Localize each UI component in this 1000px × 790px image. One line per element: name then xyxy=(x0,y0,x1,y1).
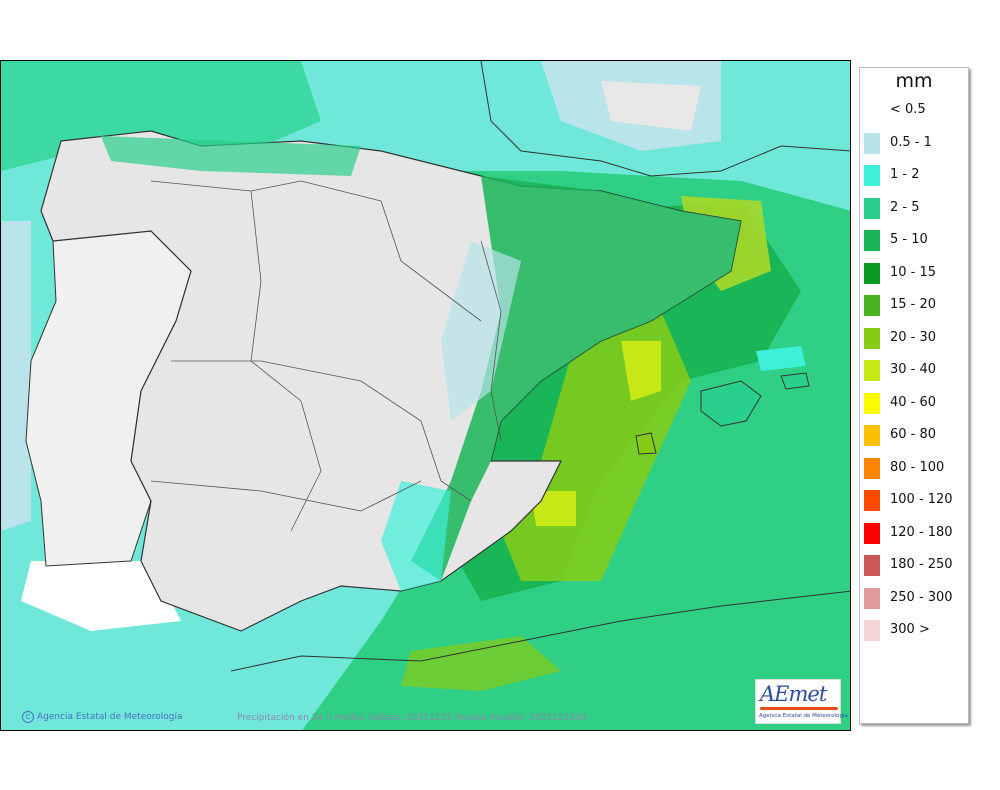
legend-swatch xyxy=(864,327,880,349)
legend-label: 1 - 2 xyxy=(890,167,920,182)
legend-label: 30 - 40 xyxy=(890,362,937,377)
france-land xyxy=(601,81,701,131)
ibiza xyxy=(635,432,657,455)
legend-row: 20 - 30 xyxy=(864,327,968,349)
legend-label: 60 - 80 xyxy=(890,427,937,442)
legend-label: 120 - 180 xyxy=(890,524,953,540)
legend-label: 40 - 60 xyxy=(890,394,937,410)
france-coast xyxy=(480,61,850,177)
mallorca-north-field xyxy=(756,346,806,371)
legend-label: 10 - 15 xyxy=(890,264,937,280)
map-canvas xyxy=(1,61,850,730)
cadiz-dry-field xyxy=(21,561,181,631)
legend-label: 180 - 250 xyxy=(890,557,953,572)
legend-row: 2 - 5 xyxy=(864,197,968,219)
precipitation-legend: mm < 0.5 0.5 - 1 1 - 2 2 - 5 5 - 10 10 - 15 15… xyxy=(859,67,969,724)
legend-row: < 0.5 xyxy=(864,99,968,121)
mallorca xyxy=(700,380,762,427)
legend-row: 100 - 120 xyxy=(864,489,968,511)
legend-swatch xyxy=(864,555,880,576)
region-borders xyxy=(150,180,502,532)
cantabrian-rain xyxy=(101,136,361,176)
legend-swatch xyxy=(864,132,880,154)
alboran-field xyxy=(401,636,561,691)
legend-unit: mm xyxy=(895,70,933,92)
logo-swoosh xyxy=(760,707,838,710)
logo-subtitle: Agencia Estatal de Meteorología xyxy=(759,713,848,719)
legend-swatch xyxy=(864,522,880,544)
valencia-peak xyxy=(621,341,661,401)
legend-row: 120 - 180 xyxy=(864,522,968,544)
legend-label: < 0.5 xyxy=(890,102,926,117)
menorca xyxy=(780,372,810,390)
legend-swatch xyxy=(864,425,880,446)
legend-label: 2 - 5 xyxy=(890,199,920,215)
legend-swatch xyxy=(864,262,880,284)
legend-row: 5 - 10 xyxy=(864,229,968,251)
aemet-logo: AEmet Agencia Estatal de Meteorología xyxy=(755,679,848,724)
legend-row: 250 - 300 xyxy=(864,587,968,609)
precipitation-map xyxy=(0,60,851,731)
legend-label: 15 - 20 xyxy=(890,297,937,312)
legend-row: 180 - 250 xyxy=(864,554,968,576)
legend-label: 0.5 - 1 xyxy=(890,134,932,150)
legend-label: 80 - 100 xyxy=(890,459,945,475)
logo-name: AEmet xyxy=(760,682,827,706)
legend-label: 5 - 10 xyxy=(890,232,928,247)
legend-swatch xyxy=(864,295,880,316)
legend-row: 30 - 40 xyxy=(864,359,968,381)
legend-label: 100 - 120 xyxy=(890,492,953,507)
legend-row: 15 - 20 xyxy=(864,294,968,316)
legend-row: 10 - 15 xyxy=(864,262,968,284)
copyright-icon: C xyxy=(22,711,34,723)
atlantic-dry-field xyxy=(1,221,31,531)
legend-row: 300 > xyxy=(864,619,968,641)
legend-label: 250 - 300 xyxy=(890,589,953,605)
africa-coast xyxy=(230,590,850,672)
footer-credit-text: Agencia Estatal de Meteorología xyxy=(37,712,183,722)
legend-swatch xyxy=(864,230,880,251)
footer-credit: C Agencia Estatal de Meteorología xyxy=(22,711,183,723)
legend-swatch xyxy=(864,490,880,511)
legend-swatch xyxy=(864,457,880,479)
legend-label: 300 > xyxy=(890,622,930,637)
legend-swatch xyxy=(864,197,880,219)
footer-caption: Precipitación en 24 h media. Validez: 20… xyxy=(237,713,587,723)
legend-swatch xyxy=(864,392,880,414)
legend-row: 80 - 100 xyxy=(864,457,968,479)
legend-swatch xyxy=(864,100,880,121)
legend-swatch xyxy=(864,587,880,609)
eastern-spain-rain xyxy=(411,176,741,581)
legend-row: 1 - 2 xyxy=(864,164,968,186)
legend-swatch xyxy=(864,360,880,381)
legend-row: 60 - 80 xyxy=(864,424,968,446)
murcia-light-rain xyxy=(381,481,451,591)
legend-swatch xyxy=(864,620,880,641)
legend-label: 20 - 30 xyxy=(890,329,937,345)
legend-swatch xyxy=(864,165,880,186)
legend-row: 40 - 60 xyxy=(864,392,968,414)
legend-row: 0.5 - 1 xyxy=(864,132,968,154)
aragon-light-rain xyxy=(441,241,521,421)
